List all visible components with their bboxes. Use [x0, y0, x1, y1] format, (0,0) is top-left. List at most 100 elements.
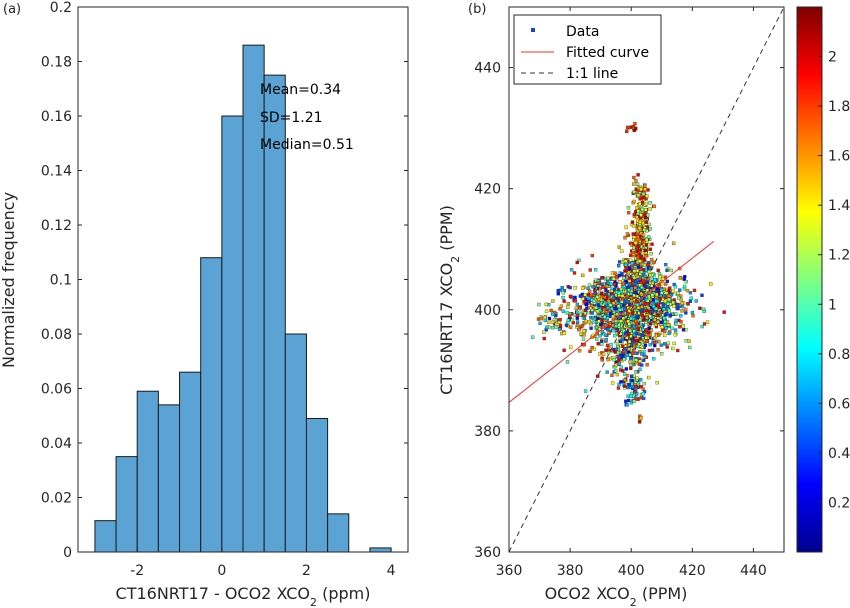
scatter-point: [569, 268, 574, 272]
scatter-point: [582, 316, 586, 321]
scatter-point: [662, 316, 666, 320]
scatter-point: [570, 318, 574, 322]
scatter-point: [613, 333, 617, 338]
scatter-point: [635, 269, 640, 273]
scatter-point: [626, 385, 630, 390]
colorbar-tick-label: 1.6: [828, 149, 850, 165]
x-tick-label: 2: [302, 563, 311, 579]
scatter-point: [629, 292, 633, 296]
scatter-point: [599, 342, 604, 346]
scatter-point: [573, 299, 578, 303]
scatter-point: [587, 300, 591, 304]
scatter-point: [633, 121, 637, 126]
histogram-bar: [136, 390, 159, 553]
scatter-point: [655, 380, 659, 385]
scatter-point: [643, 248, 647, 253]
scatter-point: [577, 258, 581, 263]
scatter-point: [650, 293, 655, 297]
scatter-point: [558, 323, 563, 328]
scatter-point: [622, 357, 626, 362]
scatter-point: [615, 312, 619, 316]
scatter-point: [633, 241, 638, 245]
scatter-point: [635, 206, 639, 210]
scatter-point: [648, 247, 653, 251]
scatter-point: [606, 357, 610, 362]
scatter-point: [575, 316, 579, 320]
scatter-point: [615, 372, 620, 377]
scatter-point: [607, 346, 611, 350]
histogram-bar: [221, 115, 244, 553]
y-tick-label: 360: [474, 545, 501, 561]
scatter-point: [636, 209, 640, 213]
scatter-point: [625, 232, 630, 236]
scatter-point: [709, 282, 713, 286]
scatter-point: [640, 251, 645, 255]
scatter-point: [624, 225, 628, 229]
scatter-point: [652, 341, 657, 345]
scatter-point: [594, 306, 598, 310]
scatter-point: [660, 291, 664, 295]
scatter-point: [589, 326, 593, 330]
scatter-point: [597, 319, 601, 323]
scatter-point: [623, 347, 627, 351]
colorbar-tick-label: 0.6: [828, 396, 850, 412]
scatter-point: [600, 285, 605, 289]
scatter-point: [624, 280, 629, 284]
scatter-point: [564, 323, 569, 327]
scatter-point: [601, 352, 606, 356]
scatter-point: [648, 314, 652, 318]
scatter-point: [638, 202, 642, 206]
histogram-bar: [200, 257, 223, 553]
scatter-point: [639, 216, 643, 220]
scatter-point: [677, 296, 681, 300]
scatter-point: [613, 369, 618, 373]
scatter-point: [648, 266, 652, 270]
scatter-point: [646, 277, 650, 281]
scatter-point: [645, 308, 649, 312]
scatter-point: [614, 275, 619, 279]
scatter-point: [598, 333, 602, 338]
scatter-point: [619, 380, 623, 384]
scatter-point: [585, 306, 589, 310]
scatter-point: [602, 307, 606, 312]
y-tick-label: 0.2: [50, 0, 72, 16]
scatter-point: [634, 358, 639, 362]
scatter-point: [681, 328, 686, 332]
scatter-point: [575, 310, 579, 315]
histogram-bar: [115, 456, 138, 553]
scatter-point: [645, 288, 650, 292]
scatter-point: [669, 293, 674, 297]
scatter-point: [638, 359, 642, 363]
scatter-point: [666, 341, 670, 346]
scatter-point: [624, 263, 628, 267]
scatter-point: [668, 286, 672, 290]
scatter-point: [646, 213, 650, 217]
scatter-point: [640, 363, 644, 367]
scatter-point: [632, 390, 637, 394]
colorbar-tick-label: 0.8: [828, 347, 850, 363]
scatter-point: [625, 373, 630, 378]
scatter-point: [631, 385, 636, 389]
scatter-point: [542, 336, 546, 341]
scatter-point: [680, 309, 684, 313]
scatter-point: [600, 358, 604, 362]
scatter-point: [641, 392, 645, 396]
scatter-point: [639, 213, 643, 217]
scatter-point: [701, 307, 706, 311]
scatter-point: [650, 310, 655, 314]
scatter-point: [673, 285, 678, 289]
scatter-point: [650, 348, 655, 352]
scatter-point: [657, 339, 661, 344]
scatter-point: [562, 299, 566, 303]
scatter-point: [635, 376, 639, 380]
scatter-point: [630, 261, 634, 265]
scatter-point: [605, 284, 609, 288]
scatter-point: [642, 349, 646, 354]
scatter-point: [632, 175, 636, 180]
scatter-point: [643, 215, 648, 220]
scatter-point: [636, 173, 640, 177]
scatter-point: [642, 358, 646, 362]
scatter-point: [586, 286, 590, 291]
scatter-point: [680, 301, 684, 305]
scatter-point: [549, 308, 553, 313]
